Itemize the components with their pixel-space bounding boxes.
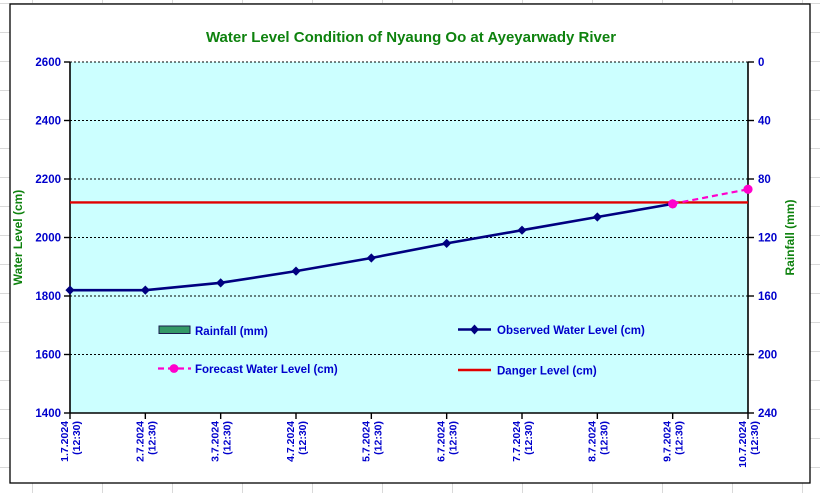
x-tick-date: 8.7.2024 [586, 421, 598, 462]
observed-swatch-marker [470, 324, 479, 335]
x-tick-time: (12:30) [674, 421, 686, 455]
x-tick-label: 8.7.2024 (12:30) [586, 421, 610, 462]
left-axis-title: Water Level (cm) [11, 190, 25, 286]
legend-item-observed[interactable]: Observed Water Level (cm) [458, 324, 645, 338]
legend[interactable]: Rainfall (mm) Observed Water Level (cm) … [158, 324, 645, 378]
x-tick-date: 5.7.2024 [360, 421, 372, 462]
plot-area[interactable]: 2600 0 2400 40 2200 80 2000 120 1800 160 1600 200 14… [35, 57, 777, 468]
right-axis-tick-label: 160 [758, 291, 777, 303]
legend-label-observed: Observed Water Level (cm) [497, 325, 645, 337]
legend-item-rainfall[interactable]: Rainfall (mm) [158, 325, 268, 338]
chart-object[interactable]: Water Level Condition of Nyaung Oo at Ay… [9, 3, 811, 484]
left-axis-tick-label: 1600 [35, 350, 61, 362]
x-tick-date: 6.7.2024 [436, 421, 448, 462]
right-axis-title: Rainfall (mm) [783, 199, 797, 275]
rainfall-swatch [158, 325, 191, 334]
x-tick-time: (12:30) [448, 421, 460, 455]
x-tick-date: 2.7.2024 [134, 421, 146, 462]
left-axis-tick-label: 1400 [35, 408, 61, 420]
legend-label-rainfall: Rainfall (mm) [195, 326, 268, 338]
x-tick-date: 7.7.2024 [511, 421, 523, 462]
right-axis-tick-label: 0 [758, 57, 764, 69]
x-tick-date: 10.7.2024 [737, 421, 749, 468]
forecast-series-line[interactable] [672, 188, 749, 205]
right-axis-tick-label: 240 [758, 408, 777, 420]
x-tick-label: 3.7.2024 (12:30) [210, 421, 234, 462]
x-tick-label: 10.7.2024 (12:30) [737, 421, 761, 468]
observed-data-point[interactable] [140, 285, 150, 295]
x-tick-time: (12:30) [598, 421, 610, 455]
x-tick-label: 5.7.2024 (12:30) [360, 421, 384, 462]
observed-data-point[interactable] [216, 278, 226, 288]
x-tick-date: 4.7.2024 [285, 421, 297, 462]
x-tick-date: 3.7.2024 [210, 421, 222, 462]
x-tick-label: 2.7.2024 (12:30) [134, 421, 158, 462]
observed-data-point[interactable] [291, 266, 301, 276]
observed-data-point[interactable] [442, 238, 452, 248]
legend-item-forecast[interactable]: Forecast Water Level (cm) [158, 364, 338, 376]
x-tick-time: (12:30) [297, 421, 309, 455]
forecast-swatch-marker [169, 364, 179, 373]
left-axis-tick-label: 1800 [35, 291, 61, 303]
chart-title: Water Level Condition of Nyaung Oo at Ay… [206, 29, 616, 46]
x-tick-label: 4.7.2024 (12:30) [285, 421, 309, 462]
observed-data-point[interactable] [517, 225, 527, 235]
x-tick-time: (12:30) [71, 421, 83, 455]
forecast-data-point[interactable] [743, 184, 753, 194]
x-tick-label: 7.7.2024 (12:30) [511, 421, 535, 462]
right-axis-tick-label: 40 [758, 116, 771, 128]
x-tick-time: (12:30) [372, 421, 384, 455]
right-axis-tick-label: 200 [758, 350, 777, 362]
left-axis-tick-label: 2600 [35, 57, 61, 69]
left-axis-tick-label: 2400 [35, 116, 61, 128]
x-tick-label: 6.7.2024 (12:30) [436, 421, 460, 462]
x-tick-date: 9.7.2024 [662, 421, 674, 462]
observed-data-point[interactable] [592, 212, 602, 222]
legend-item-danger[interactable]: Danger Level (cm) [458, 366, 597, 378]
right-axis-tick-label: 120 [758, 233, 777, 245]
x-tick-date: 1.7.2024 [59, 421, 71, 462]
x-tick-label: 1.7.2024 (12:30) [59, 421, 83, 462]
x-tick-time: (12:30) [749, 421, 761, 455]
legend-label-forecast: Forecast Water Level (cm) [195, 364, 338, 376]
forecast-data-point[interactable] [668, 199, 678, 209]
observed-data-point[interactable] [366, 253, 376, 263]
x-tick-time: (12:30) [222, 421, 234, 455]
right-axis-tick-label: 80 [758, 174, 771, 186]
left-axis-tick-label: 2000 [35, 233, 61, 245]
observed-data-point[interactable] [65, 285, 75, 295]
x-tick-time: (12:30) [523, 421, 535, 455]
legend-label-danger: Danger Level (cm) [497, 366, 597, 378]
left-axis-tick-label: 2200 [35, 174, 61, 186]
x-tick-time: (12:30) [146, 421, 158, 455]
x-tick-label: 9.7.2024 (12:30) [662, 421, 686, 462]
